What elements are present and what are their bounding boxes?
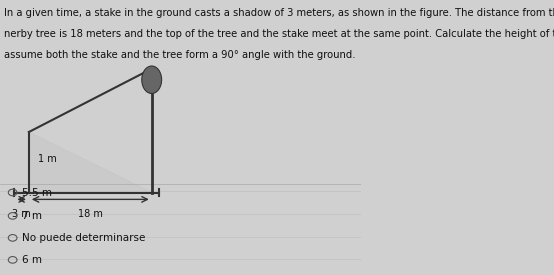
Text: In a given time, a stake in the ground casts a shadow of 3 meters, as shown in t: In a given time, a stake in the ground c…	[4, 8, 554, 18]
Text: 6 m: 6 m	[22, 255, 42, 265]
Text: 5.5 m: 5.5 m	[22, 188, 52, 197]
Text: nerby tree is 18 meters and the top of the tree and the stake meet at the same p: nerby tree is 18 meters and the top of t…	[4, 29, 554, 39]
Text: 7 m: 7 m	[22, 211, 42, 221]
Text: 1 m: 1 m	[38, 155, 57, 164]
Text: No puede determinarse: No puede determinarse	[22, 233, 145, 243]
Text: 18 m: 18 m	[78, 209, 102, 219]
Text: assume both the stake and the tree form a 90° angle with the ground.: assume both the stake and the tree form …	[4, 50, 355, 59]
Ellipse shape	[142, 66, 162, 94]
Text: 3 m: 3 m	[12, 209, 31, 219]
Polygon shape	[29, 132, 152, 192]
